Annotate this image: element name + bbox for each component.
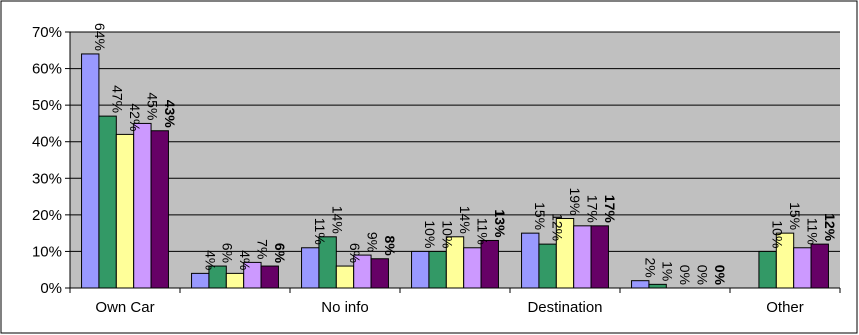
bar [573, 225, 592, 289]
bar [98, 115, 117, 289]
y-axis: 0% 10% 20% 30% 40% 50% 60% 70% [32, 24, 71, 297]
data-label: 9% [364, 232, 380, 252]
data-label: 64% [92, 23, 108, 51]
data-label: 17% [602, 195, 618, 224]
bar [428, 250, 447, 289]
bar [648, 283, 667, 289]
data-label: 14% [330, 206, 346, 234]
y-tick-label: 10% [32, 243, 62, 260]
bar [191, 272, 210, 289]
data-label: 4% [237, 250, 253, 270]
data-label: 45% [144, 92, 160, 120]
bar [115, 133, 135, 289]
bar [480, 239, 499, 289]
data-label: 10% [440, 220, 456, 248]
data-label: 7% [254, 239, 270, 259]
data-label: 10% [422, 220, 438, 248]
y-tick-label: 70% [32, 24, 62, 41]
bar [538, 243, 557, 289]
data-label: 0% [712, 265, 728, 286]
data-label: 4% [202, 250, 218, 270]
data-label: 0% [694, 265, 710, 285]
bar [793, 247, 812, 289]
bar [521, 232, 540, 289]
data-label: 14% [457, 206, 473, 234]
data-label: 6% [272, 243, 288, 264]
data-label: 11% [474, 218, 490, 245]
bars [81, 53, 829, 289]
data-label: 10% [770, 220, 786, 248]
x-tick-label: Other [766, 299, 804, 316]
y-tick-label: 50% [32, 97, 62, 114]
data-label: 19% [567, 187, 583, 215]
y-tick-label: 40% [32, 134, 62, 151]
bar [590, 225, 609, 289]
bar [411, 250, 430, 289]
x-axis: Own Car No info Destination Other [69, 287, 841, 316]
data-label: 43% [162, 100, 178, 129]
y-tick-label: 0% [40, 280, 62, 297]
y-tick-label: 20% [32, 207, 62, 224]
data-label: 15% [787, 202, 803, 230]
bar [335, 265, 355, 289]
x-tick-label: Own Car [95, 299, 154, 316]
bar [260, 265, 279, 289]
bar [463, 247, 482, 289]
data-labels: 64%4%11% 10%15%2%47%6%14%10% 12%1%10%42%4%… [92, 23, 838, 286]
y-tick-label: 60% [32, 61, 62, 78]
data-label: 12% [550, 213, 566, 241]
data-label: 15% [532, 202, 548, 230]
bar [631, 280, 650, 289]
data-label: 11% [804, 218, 820, 245]
bar [810, 243, 829, 289]
data-label: 2% [642, 257, 658, 277]
data-label: 0% [677, 265, 693, 285]
y-tick-label: 30% [32, 170, 62, 187]
bar [225, 272, 245, 289]
data-label: 6% [347, 243, 363, 263]
data-label: 1% [660, 261, 676, 281]
data-label: 47% [110, 85, 126, 113]
data-label: 42% [127, 103, 143, 131]
data-label: 12% [822, 213, 838, 242]
data-label: 11% [312, 218, 328, 245]
data-label: 13% [492, 209, 508, 238]
bar [370, 258, 389, 289]
bar [758, 250, 777, 289]
data-label: 8% [382, 236, 398, 257]
bar [81, 53, 100, 289]
gridlines [70, 31, 840, 252]
bar [133, 122, 152, 289]
data-label: 17% [584, 195, 600, 223]
bar [150, 130, 169, 289]
x-tick-label: Destination [527, 299, 602, 316]
data-label: 6% [220, 243, 236, 263]
x-tick-label: No info [321, 299, 369, 316]
bar [301, 247, 320, 289]
